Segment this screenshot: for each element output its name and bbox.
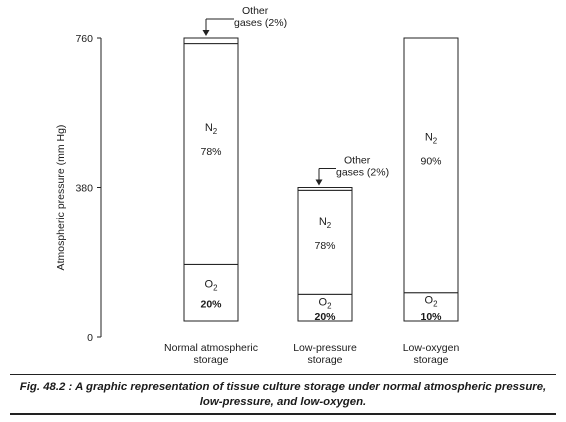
caption-top-rule (10, 374, 556, 375)
x-category-label: Low-oxygen (403, 342, 460, 354)
segment-percent-label: 90% (420, 156, 441, 168)
x-category-label: storage (307, 354, 342, 366)
annotation-arrow-head (315, 179, 323, 186)
bar-segment (403, 37, 459, 294)
caption-line-1: Fig. 48.2 : A graphic representation of … (10, 380, 556, 395)
bar-group (297, 187, 353, 322)
segment-percent-label: 10% (420, 311, 442, 323)
segment-percent-label: 20% (314, 311, 336, 323)
chart-bars (183, 37, 459, 322)
caption-lead: Fig. 48.2 : (19, 381, 73, 393)
segment-gas-label: N2 (205, 122, 217, 136)
bar-segment (297, 189, 353, 295)
caption-text-1: A graphic representation of tissue cultu… (72, 381, 547, 393)
bar-segment (183, 263, 239, 322)
segment-gas-label: N2 (425, 132, 437, 146)
bar-segment (297, 187, 353, 191)
y-axis-label: Atmospheric pressure (mm Hg) (55, 125, 67, 271)
bar-group (183, 37, 239, 322)
segment-gas-label: N2 (319, 216, 331, 230)
chart-axes: 0 380 760 Atmospheric pressure (mm Hg) (55, 33, 102, 344)
segment-percent-label: 20% (200, 299, 222, 311)
bar-group (403, 37, 459, 322)
y-tick-label: 760 (75, 33, 93, 45)
segment-percent-label: 78% (200, 146, 221, 158)
segment-gas-label: O2 (205, 279, 218, 293)
segment-gas-label: O2 (425, 295, 438, 309)
annotation-arrow-head (202, 30, 210, 36)
caption-line-2: low-pressure, and low-oxygen. (199, 396, 367, 408)
bar-segment (403, 292, 459, 322)
x-category-label: storage (193, 354, 228, 366)
x-category-label: Low-pressure (293, 342, 357, 354)
annotation-text-line1: Other (242, 5, 269, 17)
annotation-text-line2: gases (2%) (336, 167, 389, 179)
y-tick-label: 380 (75, 183, 93, 195)
x-category-label: Normal atmospheric (164, 342, 258, 354)
x-category-label: storage (413, 354, 448, 366)
bar-segment (183, 43, 239, 265)
annotation-text-line1: Other (344, 155, 371, 167)
caption-bottom-rule (10, 413, 556, 415)
bar-segment (183, 37, 239, 45)
figure-caption: Fig. 48.2 : A graphic representation of … (10, 380, 556, 410)
segment-gas-label: O2 (319, 296, 332, 310)
y-tick-label: 0 (87, 332, 93, 344)
segment-percent-label: 78% (314, 240, 335, 252)
annotation-text-line2: gases (2%) (234, 17, 287, 29)
